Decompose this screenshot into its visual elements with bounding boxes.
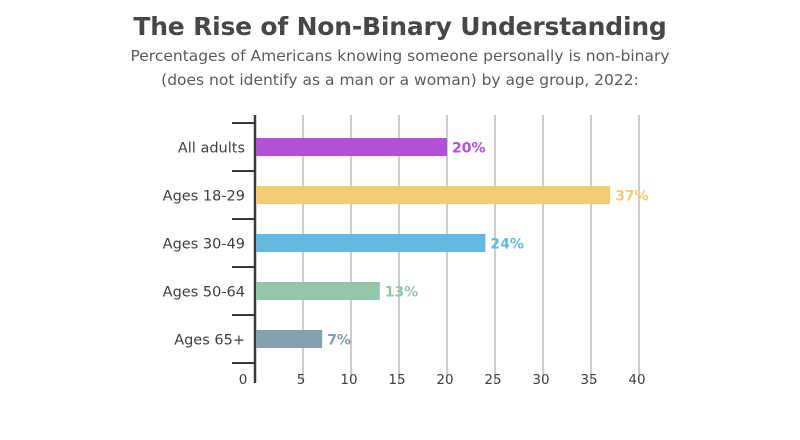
value-label: 20% — [452, 141, 486, 157]
bar-ages-30-49 — [256, 234, 486, 252]
chart-subtitle-line-1: Percentages of Americans knowing someone… — [130, 47, 670, 65]
x-tick-label: 35 — [580, 372, 597, 388]
category-label: Ages 65+ — [174, 333, 245, 349]
category-label: Ages 30-49 — [163, 237, 245, 253]
category-label: All adults — [178, 141, 245, 157]
x-tick-label: 20 — [436, 372, 453, 388]
bar-ages-50-64 — [256, 282, 380, 300]
x-tick-label: 10 — [340, 372, 357, 388]
bar-ages-18-29 — [256, 186, 611, 204]
category-label: Ages 18-29 — [163, 189, 245, 205]
x-tick-label: 40 — [628, 372, 645, 388]
value-label: 24% — [490, 237, 524, 253]
x-tick-label: 0 — [239, 372, 248, 388]
x-tick-label: 30 — [532, 372, 549, 388]
bar-all-adults — [256, 138, 447, 156]
x-tick-label: 15 — [388, 372, 405, 388]
chart-title: The Rise of Non-Binary Understanding — [133, 12, 667, 41]
x-tick-label: 25 — [484, 372, 501, 388]
bar-ages-65- — [256, 330, 323, 348]
value-label: 37% — [615, 189, 649, 205]
value-label: 13% — [385, 285, 419, 301]
value-label: 7% — [327, 333, 351, 349]
category-label: Ages 50-64 — [163, 285, 245, 301]
x-tick-label: 5 — [297, 372, 306, 388]
chart-subtitle-line-2: (does not identify as a man or a woman) … — [161, 71, 639, 89]
